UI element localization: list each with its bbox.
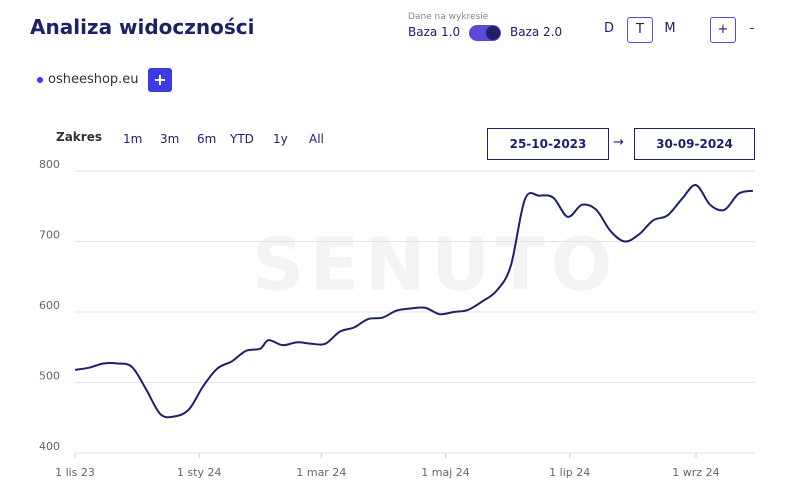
toggle[interactable]	[469, 25, 501, 41]
watermark: SENUTO	[252, 223, 618, 307]
y-tick-label: 400	[39, 440, 60, 453]
x-tick-label: 1 mar 24	[296, 466, 346, 479]
add-domain[interactable]: +	[148, 68, 172, 92]
range-label: Zakres	[56, 130, 102, 144]
domain-dot	[37, 77, 43, 83]
y-tick-label: 500	[39, 370, 60, 383]
title: Analiza widoczności	[30, 15, 255, 39]
date-from[interactable]: 25-10-2023	[487, 128, 609, 160]
granularity-button[interactable]: M	[664, 21, 676, 36]
domain-label: osheeshop.eu	[48, 72, 139, 87]
base-right[interactable]: Baza 2.0	[510, 25, 563, 39]
granularity-button[interactable]: T	[627, 17, 653, 43]
series-line	[74, 184, 754, 419]
granularity-button[interactable]: D	[603, 21, 614, 36]
x-tick-label: 1 wrz 24	[672, 466, 719, 479]
arrow: →	[613, 135, 624, 150]
range-option[interactable]: All	[309, 132, 324, 146]
data-caption: Dane na wykresie	[408, 12, 489, 22]
base-left[interactable]: Baza 1.0	[408, 25, 461, 39]
x-tick-label: 1 maj 24	[421, 466, 470, 479]
range-option[interactable]: 1y	[273, 132, 288, 146]
x-tick-label: 1 lip 24	[549, 466, 590, 479]
range-option[interactable]: 6m	[197, 132, 217, 146]
date-to[interactable]: 30-09-2024	[634, 128, 755, 160]
range-option[interactable]: 1m	[123, 132, 143, 146]
zoom-out[interactable]: -	[749, 21, 755, 36]
y-tick-label: 600	[39, 299, 60, 312]
x-tick-label: 1 lis 23	[55, 466, 95, 479]
x-tick-label: 1 sty 24	[177, 466, 222, 479]
y-tick-label: 700	[39, 229, 60, 242]
y-tick-label: 800	[39, 158, 60, 171]
range-option[interactable]: 3m	[160, 132, 180, 146]
zoom-in[interactable]: +	[710, 17, 736, 43]
range-option[interactable]: YTD	[230, 132, 254, 146]
